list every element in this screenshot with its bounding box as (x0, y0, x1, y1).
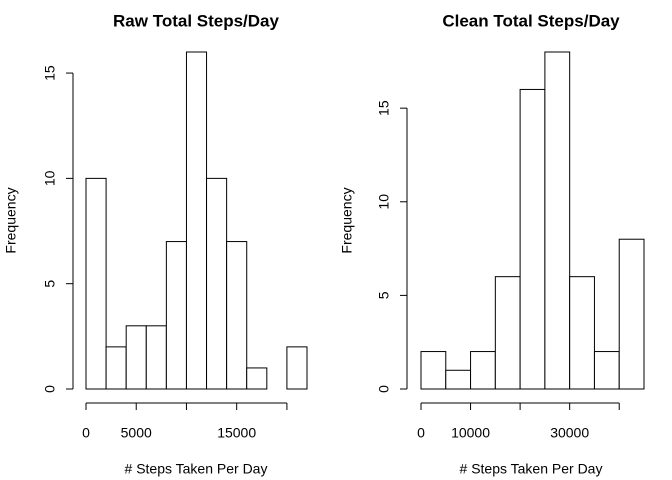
bar (145, 325, 167, 390)
bar (420, 351, 447, 390)
bar (105, 346, 127, 390)
bar (85, 177, 107, 390)
y-tick-label: 0 (376, 385, 392, 393)
bar (445, 369, 472, 390)
x-tick-label: 0 (82, 425, 90, 441)
bar (544, 51, 571, 390)
bar (185, 51, 208, 390)
y-tick-label: 15 (42, 65, 58, 81)
bar (125, 325, 147, 390)
chart-title: Clean Total Steps/Day (442, 11, 620, 30)
x-axis-label: # Steps Taken Per Day (460, 461, 603, 477)
x-tick-label: 10000 (451, 425, 490, 441)
bar (470, 351, 496, 390)
bar (165, 241, 187, 390)
y-tick-label: 0 (42, 385, 58, 393)
y-axis-label: Frequency (339, 187, 355, 253)
x-tick-label: 15000 (217, 425, 256, 441)
bar (246, 367, 268, 390)
bar (286, 346, 308, 390)
chart-title: Raw Total Steps/Day (113, 11, 279, 30)
bar (569, 276, 595, 390)
y-tick-label: 5 (376, 291, 392, 299)
x-axis-label: # Steps Taken Per Day (125, 461, 268, 477)
bar (494, 276, 521, 390)
bar (519, 88, 546, 390)
bar (226, 241, 248, 390)
y-tick-label: 10 (376, 194, 392, 210)
x-tick-label: 0 (417, 425, 425, 441)
y-tick-label: 15 (376, 100, 392, 116)
bar (593, 351, 620, 390)
x-tick-label: 5000 (121, 425, 152, 441)
bar (618, 238, 645, 390)
x-tick-label: 30000 (550, 425, 589, 441)
bar (206, 177, 228, 390)
y-tick-label: 10 (42, 170, 58, 186)
y-tick-label: 5 (42, 280, 58, 288)
y-axis-label: Frequency (3, 187, 19, 253)
